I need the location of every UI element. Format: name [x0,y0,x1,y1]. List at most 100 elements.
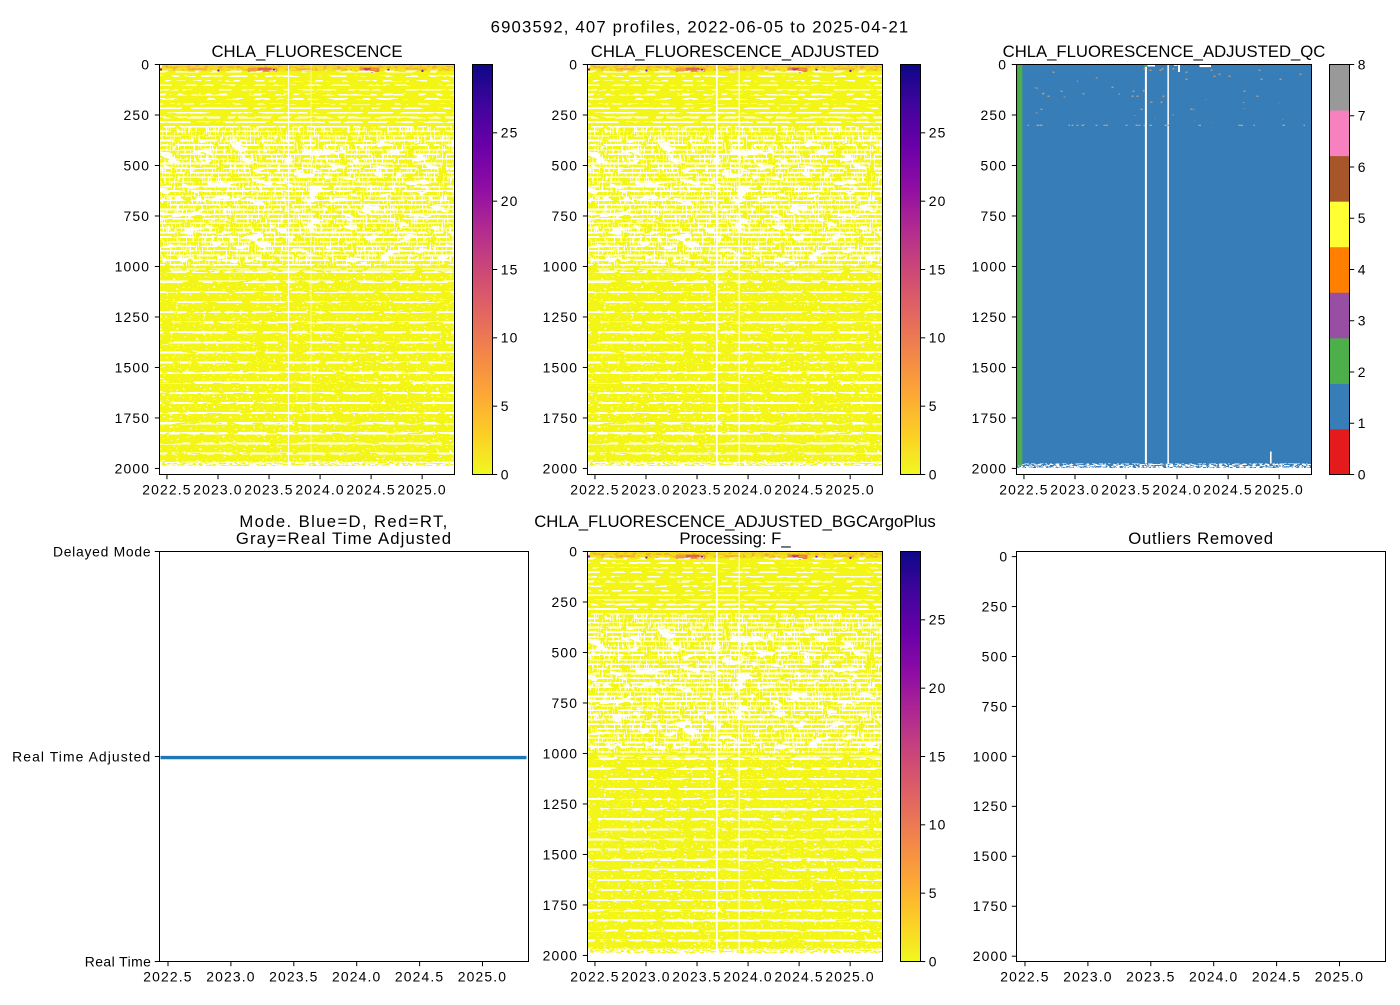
svg-text:2024.5: 2024.5 [1252,969,1301,985]
svg-text:2022.5: 2022.5 [143,969,192,985]
svg-text:Mode. Blue=D, Red=RT,: Mode. Blue=D, Red=RT, [239,512,448,531]
svg-text:2024.5: 2024.5 [774,482,823,498]
svg-text:1: 1 [1358,415,1367,431]
svg-text:4: 4 [1358,261,1367,277]
svg-text:2023.0: 2023.0 [1050,482,1099,498]
svg-text:1500: 1500 [115,359,151,375]
svg-text:750: 750 [981,208,1008,224]
svg-text:0: 0 [501,466,510,482]
svg-text:2000: 2000 [973,948,1009,964]
svg-text:2023.5: 2023.5 [672,482,721,498]
svg-text:750: 750 [124,208,151,224]
svg-text:25: 25 [501,125,519,141]
svg-text:250: 250 [552,594,579,610]
svg-text:5: 5 [1358,210,1367,226]
svg-text:2022.5: 2022.5 [570,482,619,498]
svg-text:10: 10 [929,817,947,833]
svg-text:250: 250 [124,107,151,123]
svg-text:20: 20 [501,193,519,209]
svg-text:3: 3 [1358,313,1367,329]
svg-text:2025.0: 2025.0 [397,482,446,498]
svg-text:2023.5: 2023.5 [244,482,293,498]
svg-text:1750: 1750 [543,410,579,426]
svg-text:Outliers Removed: Outliers Removed [1128,529,1274,548]
svg-text:2025.0: 2025.0 [1255,482,1304,498]
svg-text:Processing: F_: Processing: F_ [679,529,791,548]
svg-text:Gray=Real Time Adjusted: Gray=Real Time Adjusted [236,529,452,548]
svg-text:1500: 1500 [543,359,579,375]
svg-text:2000: 2000 [543,460,579,476]
svg-text:0: 0 [141,56,150,72]
svg-text:CHLA_FLUORESCENCE_ADJUSTED: CHLA_FLUORESCENCE_ADJUSTED [591,42,879,61]
svg-text:2022.5: 2022.5 [999,482,1048,498]
svg-text:15: 15 [501,261,519,277]
svg-text:0: 0 [999,549,1008,565]
svg-text:2022.5: 2022.5 [1000,969,1049,985]
svg-text:500: 500 [982,648,1009,664]
svg-text:1000: 1000 [543,745,579,761]
svg-text:0: 0 [1358,466,1367,482]
svg-text:250: 250 [552,107,579,123]
svg-text:2023.5: 2023.5 [1126,969,1175,985]
svg-text:Real Time Adjusted: Real Time Adjusted [12,748,151,764]
svg-text:1000: 1000 [973,748,1009,764]
svg-text:1500: 1500 [972,359,1008,375]
svg-text:1000: 1000 [972,258,1008,274]
svg-text:0: 0 [929,466,938,482]
svg-text:2024.0: 2024.0 [723,969,772,985]
svg-text:CHLA_FLUORESCENCE_ADJUSTED_BGC: CHLA_FLUORESCENCE_ADJUSTED_BGCArgoPlus [534,512,936,531]
svg-text:20: 20 [929,193,947,209]
svg-text:2024.0: 2024.0 [1152,482,1201,498]
svg-text:2023.5: 2023.5 [672,969,721,985]
svg-text:250: 250 [982,599,1009,615]
svg-text:2: 2 [1358,364,1367,380]
svg-text:2022.5: 2022.5 [142,482,191,498]
svg-text:15: 15 [929,261,947,277]
svg-text:10: 10 [929,330,947,346]
svg-text:500: 500 [552,644,579,660]
svg-text:1250: 1250 [972,309,1008,325]
svg-text:1500: 1500 [543,846,579,862]
svg-text:2000: 2000 [972,460,1008,476]
svg-text:2023.5: 2023.5 [269,969,318,985]
svg-text:0: 0 [569,56,578,72]
svg-text:750: 750 [982,698,1009,714]
svg-text:2022.5: 2022.5 [570,969,619,985]
svg-text:2024.5: 2024.5 [395,969,444,985]
svg-text:1250: 1250 [973,798,1009,814]
svg-text:2023.0: 2023.0 [193,482,242,498]
svg-text:1750: 1750 [543,897,579,913]
svg-text:2023.0: 2023.0 [206,969,255,985]
svg-text:750: 750 [552,208,579,224]
svg-text:500: 500 [981,157,1008,173]
svg-text:2000: 2000 [543,947,579,963]
svg-text:15: 15 [929,748,947,764]
svg-text:1000: 1000 [543,258,579,274]
svg-text:0: 0 [998,56,1007,72]
svg-text:5: 5 [929,885,938,901]
svg-text:1750: 1750 [973,898,1009,914]
svg-text:25: 25 [929,612,947,628]
svg-text:0: 0 [929,953,938,969]
svg-text:1250: 1250 [543,309,579,325]
svg-text:2024.0: 2024.0 [1189,969,1238,985]
svg-text:2025.0: 2025.0 [825,969,874,985]
svg-text:6903592, 407 profiles, 2022-06: 6903592, 407 profiles, 2022-06-05 to 202… [491,17,910,36]
svg-text:1500: 1500 [973,848,1009,864]
svg-text:Delayed Mode: Delayed Mode [53,543,151,559]
svg-text:1000: 1000 [115,258,151,274]
svg-text:10: 10 [501,330,519,346]
svg-text:25: 25 [929,125,947,141]
svg-text:2024.0: 2024.0 [332,969,381,985]
svg-text:1750: 1750 [115,410,151,426]
svg-text:750: 750 [552,695,579,711]
svg-text:2024.5: 2024.5 [774,969,823,985]
svg-text:Real Time: Real Time [85,953,152,969]
svg-text:0: 0 [569,543,578,559]
svg-text:8: 8 [1358,56,1367,72]
svg-text:1250: 1250 [543,796,579,812]
svg-text:2023.0: 2023.0 [621,482,670,498]
svg-text:1750: 1750 [972,410,1008,426]
svg-text:2025.0: 2025.0 [1315,969,1364,985]
svg-text:CHLA_FLUORESCENCE: CHLA_FLUORESCENCE [211,42,402,61]
